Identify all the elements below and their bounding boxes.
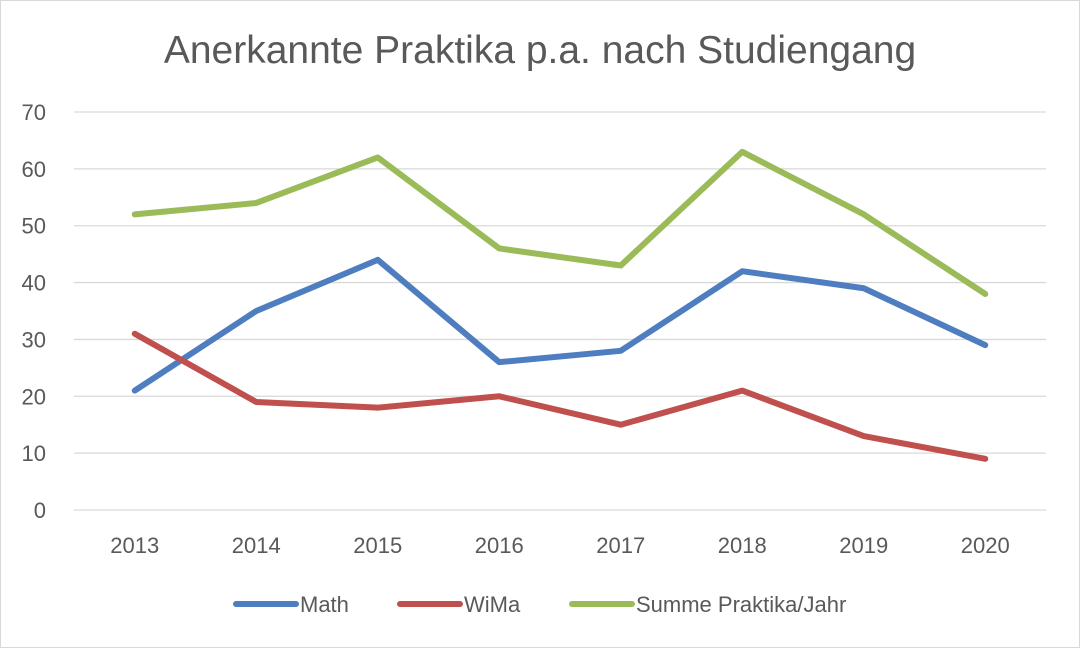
x-tick-label: 2017 xyxy=(596,533,645,558)
series-lines xyxy=(131,148,989,462)
data-point xyxy=(375,154,381,160)
data-point xyxy=(375,257,381,263)
y-tick-label: 40 xyxy=(22,271,46,296)
data-point xyxy=(132,331,138,337)
data-point xyxy=(618,422,624,428)
y-tick-label: 70 xyxy=(22,100,46,125)
data-point xyxy=(253,399,259,405)
data-point xyxy=(861,211,867,217)
y-tick-label: 20 xyxy=(22,384,46,409)
data-point xyxy=(496,393,502,399)
x-tick-label: 2016 xyxy=(475,533,524,558)
data-point xyxy=(861,433,867,439)
y-tick-label: 10 xyxy=(22,441,46,466)
series-line-1 xyxy=(131,330,989,462)
data-point xyxy=(618,348,624,354)
data-point xyxy=(375,405,381,411)
y-tick-label: 50 xyxy=(22,214,46,239)
x-tick-label: 2014 xyxy=(232,533,281,558)
y-axis-tick-labels: 0 10 20 30 40 50 60 70 xyxy=(22,100,46,523)
data-point xyxy=(739,268,745,274)
data-point xyxy=(496,245,502,251)
data-point xyxy=(618,263,624,269)
series-line-0 xyxy=(131,256,989,394)
data-point xyxy=(739,388,745,394)
chart-title: Anerkannte Praktika p.a. nach Studiengan… xyxy=(163,29,917,72)
x-tick-label: 2013 xyxy=(110,533,159,558)
data-point xyxy=(982,291,988,297)
legend-label: WiMa xyxy=(464,592,521,617)
series-line-2 xyxy=(131,148,989,297)
x-tick-label: 2018 xyxy=(718,533,767,558)
legend-label: Summe Praktika/Jahr xyxy=(636,592,846,617)
legend: Math WiMa Summe Praktika/Jahr xyxy=(233,592,846,617)
data-point xyxy=(253,308,259,314)
y-tick-label: 60 xyxy=(22,157,46,182)
data-point xyxy=(253,200,259,206)
data-point xyxy=(861,285,867,291)
y-tick-label: 0 xyxy=(34,498,46,523)
x-tick-label: 2020 xyxy=(961,533,1010,558)
x-tick-label: 2019 xyxy=(839,533,888,558)
data-point xyxy=(982,342,988,348)
data-point xyxy=(739,149,745,155)
y-tick-label: 30 xyxy=(22,327,46,352)
data-point xyxy=(496,359,502,365)
data-point xyxy=(132,211,138,217)
legend-label: Math xyxy=(300,592,349,617)
gridlines xyxy=(74,111,1046,511)
data-point xyxy=(982,456,988,462)
data-point xyxy=(132,388,138,394)
x-axis-tick-labels: 2013 2014 2015 2016 2017 2018 2019 2020 xyxy=(110,533,1009,558)
x-tick-label: 2015 xyxy=(353,533,402,558)
